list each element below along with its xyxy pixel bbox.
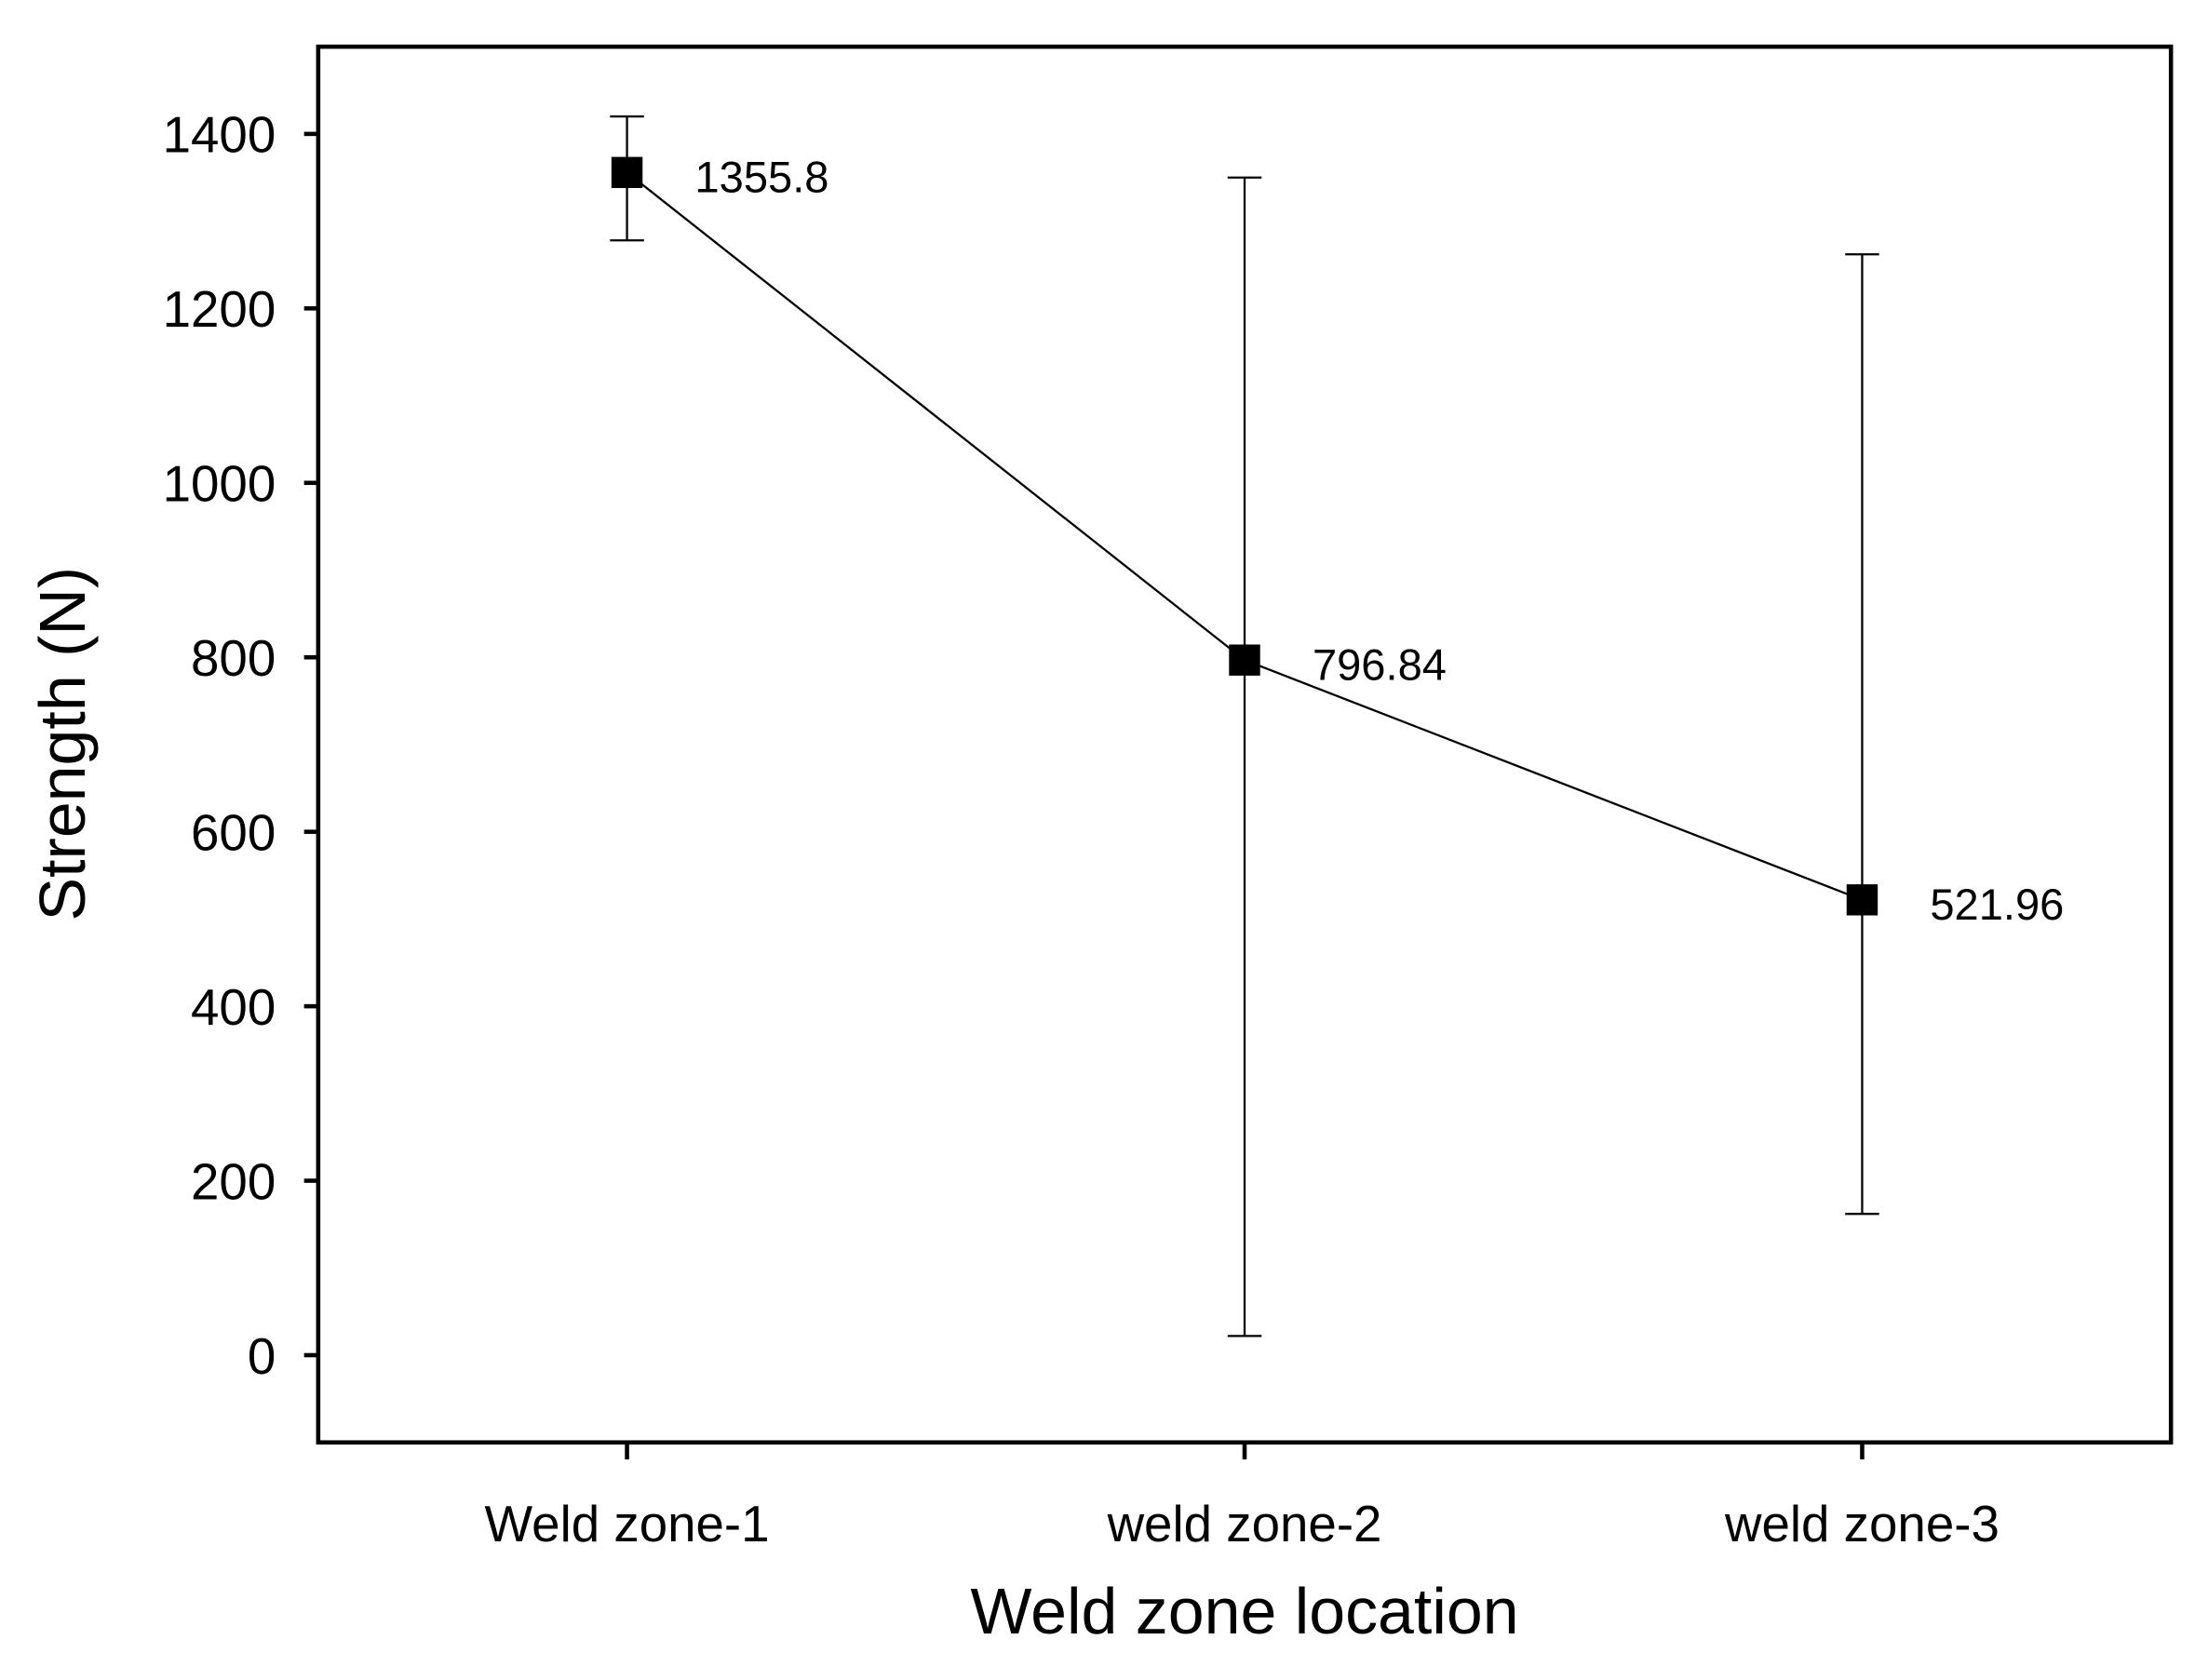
y-tick-label: 1000 — [163, 455, 276, 513]
x-tick-label: Weld zone-1 — [485, 1495, 770, 1552]
y-tick-label: 1400 — [163, 106, 276, 164]
x-tick-label: weld zone-2 — [1107, 1495, 1382, 1552]
data-label: 521.96 — [1930, 880, 2064, 929]
y-tick-label: 200 — [191, 1152, 276, 1210]
marker — [611, 156, 643, 189]
marker — [1229, 644, 1260, 676]
x-tick-label: weld zone-3 — [1724, 1495, 2000, 1552]
y-axis-title: Strength (N) — [26, 567, 99, 921]
y-tick-label: 400 — [191, 978, 276, 1036]
x-axis-title: Weld zone location — [970, 1575, 1518, 1647]
y-tick-label: 600 — [191, 803, 276, 861]
y-tick-label: 0 — [248, 1327, 276, 1385]
data-label: 1355.8 — [694, 153, 828, 202]
y-tick-label: 800 — [191, 629, 276, 687]
marker — [1846, 884, 1879, 916]
data-label: 796.84 — [1313, 639, 1447, 689]
y-tick-label: 1200 — [163, 280, 276, 338]
